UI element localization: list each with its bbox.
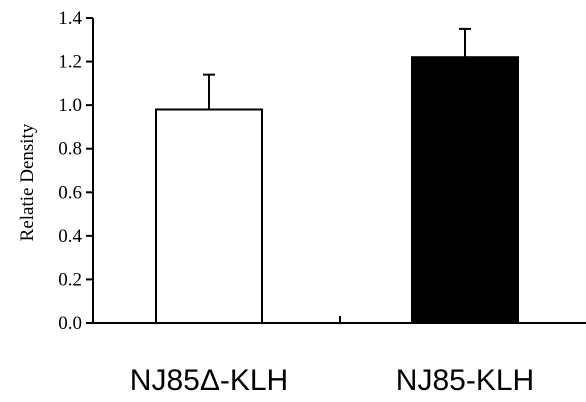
y-tick-label: 0.8: [58, 139, 82, 160]
bars: [155, 56, 519, 324]
y-tick-label: 0.0: [58, 313, 82, 334]
y-tick-label: 1.2: [58, 52, 82, 73]
error-bars: [203, 27, 471, 110]
y-tick-label: 0.4: [58, 226, 82, 247]
y-tick-label: 1.0: [58, 95, 82, 116]
y-tick-labels: 0.0 0.2 0.4 0.6 0.8 1.0 1.2 1.4: [58, 8, 82, 334]
x-category-labels: NJ85Δ-KLH NJ85-KLH: [130, 364, 534, 397]
y-axis-title: Relatie Density: [17, 123, 38, 241]
y-tick-label: 0.2: [58, 269, 82, 290]
y-tick-label: 1.4: [58, 8, 82, 29]
x-category-label: NJ85Δ-KLH: [130, 364, 288, 397]
x-category-label: NJ85-KLH: [396, 364, 534, 397]
bar-1: [155, 108, 263, 324]
y-tick-label: 0.6: [58, 182, 82, 203]
bar-2: [411, 56, 519, 324]
